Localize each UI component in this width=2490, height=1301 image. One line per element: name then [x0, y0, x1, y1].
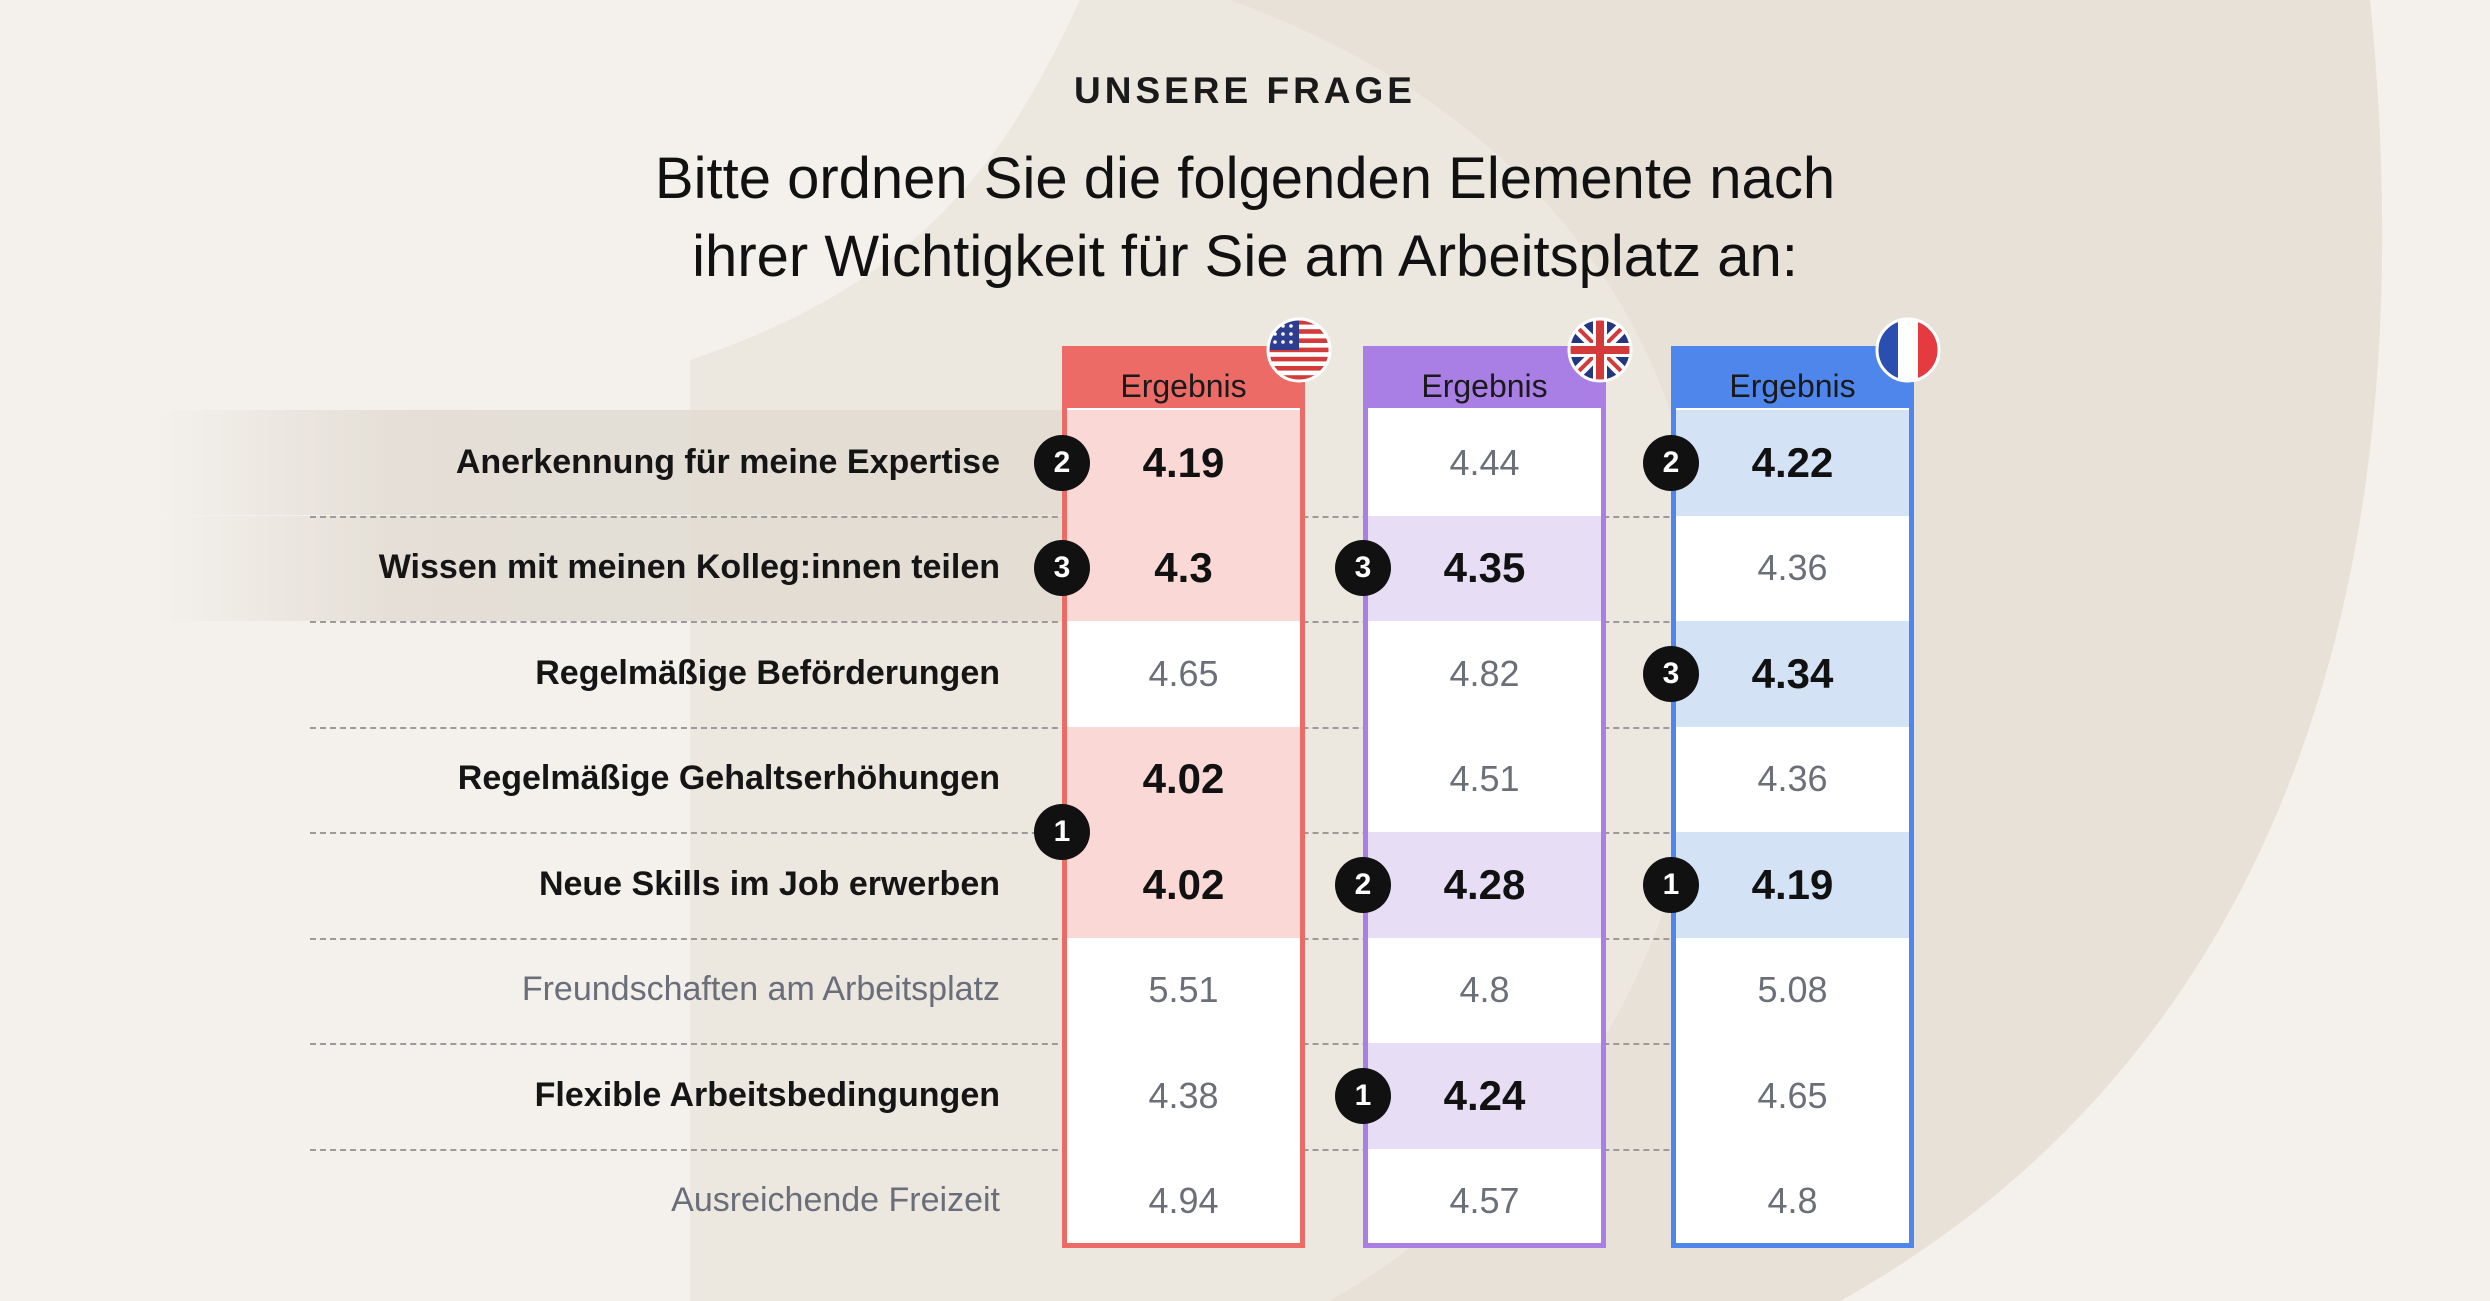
value-cell: 4.36: [1757, 758, 1828, 800]
rank-badge: 2: [1335, 856, 1391, 913]
value-cell: 4.8: [1459, 969, 1510, 1011]
rank-badge: 3: [1643, 645, 1699, 702]
value-cell: 4.65: [1148, 652, 1219, 694]
row-label: Freundschaften am Arbeitsplatz: [521, 970, 1000, 1009]
row-label: Ausreichende Freizeit: [671, 1181, 1000, 1220]
row-highlight-band: [150, 515, 1110, 621]
row-label: Neue Skills im Job erwerben: [538, 864, 1000, 903]
value-cell: 4.28: [1443, 860, 1526, 908]
uk-flag-icon: [1567, 317, 1633, 383]
cell-highlight: [1368, 1043, 1601, 1149]
rank-badge: 1: [1335, 1067, 1391, 1124]
column-header: Ergebnis: [1363, 346, 1606, 408]
value-cell: 4.24: [1443, 1071, 1526, 1119]
value-cell: 4.19: [1751, 860, 1834, 908]
fr-flag-icon: [1875, 317, 1941, 383]
rank-badge: 3: [1034, 540, 1090, 597]
title-line-2: ihrer Wichtigkeit für Sie am Arbeitsplat…: [692, 224, 1798, 289]
value-cell: 4.35: [1443, 544, 1526, 592]
rank-badge: 2: [1034, 434, 1090, 491]
value-cell: 4.34: [1751, 649, 1834, 697]
row-label: Wissen mit meinen Kolleg:innen teilen: [378, 548, 1000, 587]
row-label: Anerkennung für meine Expertise: [455, 442, 1000, 481]
row-label: Regelmäßige Beförderungen: [535, 653, 1000, 692]
cell-highlight: [1067, 832, 1300, 938]
rank-badge: 2: [1643, 434, 1699, 491]
value-cell: 4.22: [1751, 438, 1834, 486]
column-header: Ergebnis: [1062, 346, 1305, 408]
value-cell: 4.19: [1142, 438, 1225, 486]
cell-highlight: [1676, 621, 1909, 727]
row-highlight-band: [150, 410, 1110, 515]
row-label: Flexible Arbeitsbedingungen: [534, 1075, 1000, 1114]
cell-highlight: [1067, 515, 1300, 621]
column-header: Ergebnis: [1671, 346, 1914, 408]
us-flag-icon: [1266, 317, 1332, 383]
rank-badge: 3: [1335, 540, 1391, 597]
value-cell: 4.44: [1449, 441, 1520, 483]
kicker-label: UNSERE FRAGE: [1074, 70, 1416, 111]
cell-highlight: [1368, 832, 1601, 938]
value-cell: 4.36: [1757, 547, 1828, 589]
value-cell: 4.57: [1449, 1180, 1520, 1222]
cell-highlight: [1676, 410, 1909, 516]
row-label: Regelmäßige Gehaltserhöhungen: [457, 759, 1000, 798]
page-title: Bitte ordnen Sie die folgenden Elemente …: [0, 140, 2490, 296]
cell-highlight: [1676, 832, 1909, 938]
value-cell: 4.38: [1148, 1074, 1219, 1116]
rank-badge: 1: [1034, 804, 1090, 860]
value-cell: 4.94: [1148, 1180, 1219, 1222]
title-line-1: Bitte ordnen Sie die folgenden Elemente …: [654, 146, 1836, 211]
value-cell: 4.3: [1154, 544, 1213, 592]
value-cell: 4.02: [1142, 755, 1225, 803]
cell-highlight: [1067, 726, 1300, 832]
rank-badge: 1: [1643, 856, 1699, 913]
value-cell: 5.08: [1757, 969, 1828, 1011]
value-cell: 4.82: [1449, 652, 1520, 694]
value-cell: 4.02: [1142, 860, 1225, 908]
value-cell: 4.65: [1757, 1074, 1828, 1116]
value-cell: 4.8: [1767, 1180, 1818, 1222]
value-cell: 4.51: [1449, 758, 1520, 800]
cell-highlight: [1368, 515, 1601, 621]
cell-highlight: [1067, 410, 1300, 516]
value-cell: 5.51: [1148, 969, 1219, 1011]
column-body: [1671, 408, 1914, 1248]
